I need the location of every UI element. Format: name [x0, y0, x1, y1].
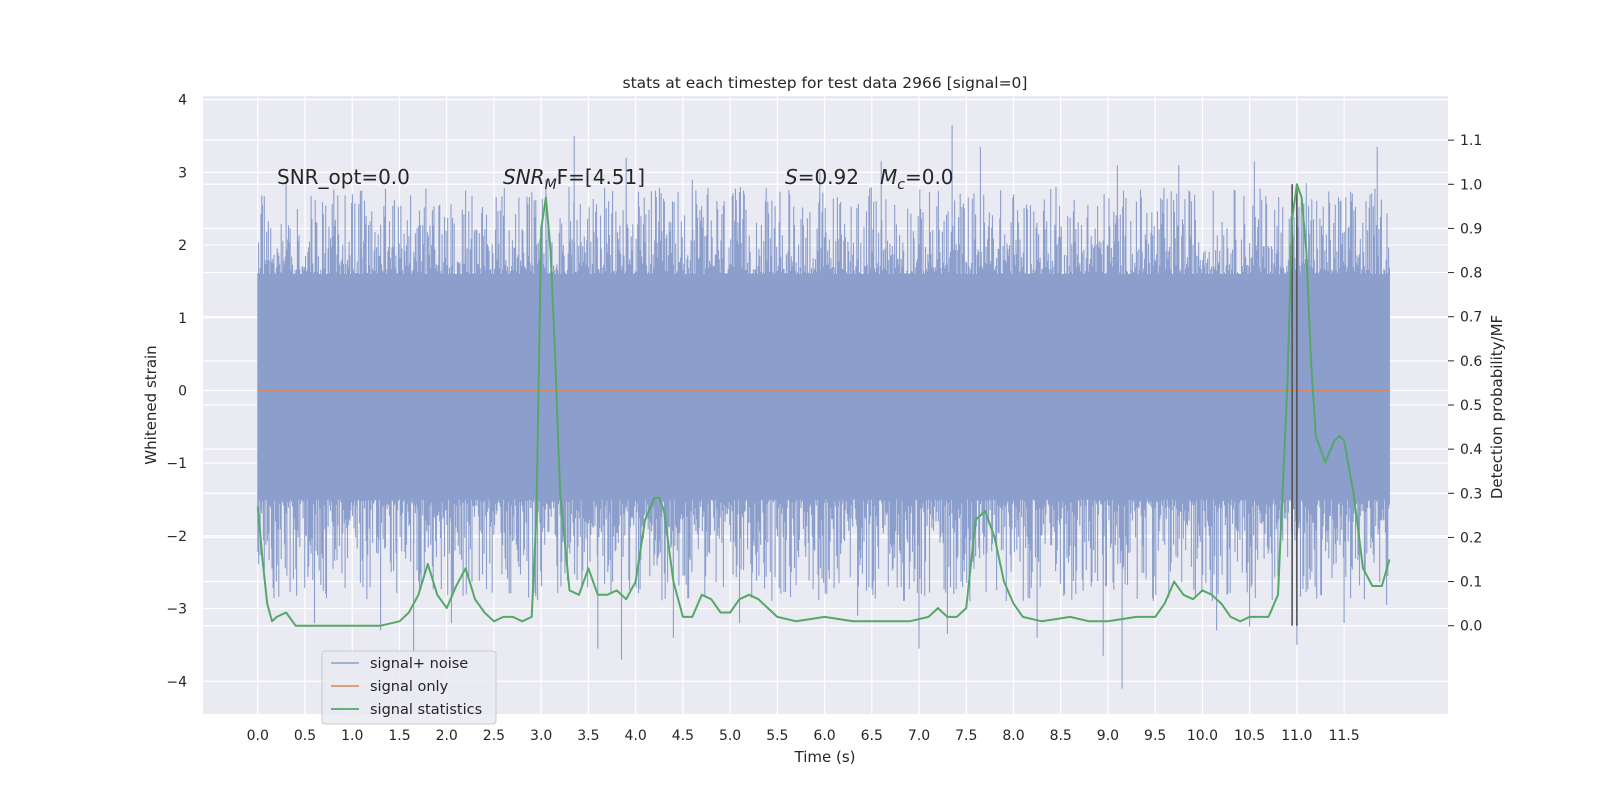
y-right-tick-label: 0.9: [1460, 221, 1482, 237]
vertical-markers: [1291, 184, 1298, 626]
annotation-mc-rest: =0.0: [905, 165, 954, 189]
x-axis-label: Time (s): [794, 748, 856, 766]
y-right-tick-label: 0.2: [1460, 530, 1482, 546]
legend-label-signal-only: signal only: [370, 679, 449, 695]
x-tick-label: 7.5: [955, 728, 977, 744]
x-tick-label: 5.5: [766, 728, 788, 744]
y-right-tick-label: 1.0: [1460, 177, 1482, 193]
y-right-tick-label: 0.3: [1460, 486, 1482, 502]
annotation-snr-opt: SNR_opt=0.0: [277, 165, 410, 189]
x-tick-label: 6.5: [861, 728, 883, 744]
y-right-axis-label: Detection probability/MF: [1488, 315, 1506, 499]
y-right-tick-label: 0.0: [1460, 619, 1482, 635]
x-tick-label: 3.0: [530, 728, 552, 744]
x-tick-label: 4.0: [624, 728, 646, 744]
x-tick-label: 2.0: [436, 728, 458, 744]
annotation-mc: Mc=0.0: [880, 165, 954, 193]
x-tick-label: 3.5: [577, 728, 599, 744]
x-tick-label: 0.0: [247, 728, 269, 744]
x-tick-label: 0.5: [294, 728, 316, 744]
series-signal-statistics: [256, 183, 1391, 627]
y-right-tick-label: 0.7: [1460, 310, 1482, 326]
legend-box: [321, 650, 497, 725]
annotation-snr-mf-sub: M: [545, 177, 557, 193]
x-tick-label: 9.5: [1144, 728, 1166, 744]
x-tick-label: 11.5: [1329, 728, 1360, 744]
y-left-tick-label: 0: [178, 383, 187, 399]
y-left-tick-label: −3: [166, 602, 187, 618]
y-left-axis-label: Whitened strain: [142, 345, 160, 464]
legend: signal+ noise signal only signal statist…: [321, 650, 497, 725]
y-left-tick-label: −4: [166, 674, 187, 690]
y-right-axis-ticks: 1.1 1.0 0.9 0.8 0.7 0.6 0.5 0.4 0.3 0.2 0.1 0.0: [1448, 133, 1482, 635]
x-tick-label: 1.0: [341, 728, 363, 744]
annotation-snr-mf-main: SNR: [503, 165, 545, 189]
x-tick-label: 6.0: [813, 728, 835, 744]
x-tick-label: 8.5: [1050, 728, 1072, 744]
x-tick-label: 10.5: [1234, 728, 1265, 744]
x-tick-label: 7.0: [908, 728, 930, 744]
annotation-s-main: S: [785, 165, 798, 189]
x-axis-ticks: 0.0 0.5 1.0 1.5 2.0 2.5 3.0 3.5 4.0 4.5 5.0 5.5 6.0 6…: [247, 728, 1360, 744]
y-left-tick-label: 1: [178, 311, 187, 327]
legend-label-signal-noise: signal+ noise: [370, 656, 468, 672]
y-right-tick-label: 1.1: [1460, 133, 1482, 149]
y-right-tick-label: 0.5: [1460, 398, 1482, 414]
annotation-s: S=0.92: [785, 165, 859, 189]
x-tick-label: 1.5: [388, 728, 410, 744]
annotation-mc-main: M: [880, 165, 897, 189]
y-left-axis-ticks: 4 3 2 1 0 −1 −2 −3 −4: [166, 93, 187, 691]
x-tick-label: 4.5: [672, 728, 694, 744]
signal-statistics-line: [256, 183, 1391, 627]
legend-label-signal-statistics: signal statistics: [370, 702, 482, 718]
y-left-tick-label: −2: [166, 529, 187, 545]
chart-title: stats at each timestep for test data 296…: [623, 74, 1028, 92]
y-left-tick-label: 2: [178, 238, 187, 254]
annotation-mc-sub: c: [897, 177, 905, 193]
annotation-snr-mf: SNRMF=[4.51]: [503, 165, 645, 193]
series-signal-noise: [257, 125, 1390, 689]
annotation-s-rest: =0.92: [798, 165, 859, 189]
x-tick-label: 10.0: [1187, 728, 1218, 744]
x-tick-label: 2.5: [483, 728, 505, 744]
y-right-tick-label: 0.4: [1460, 442, 1482, 458]
y-right-tick-label: 0.1: [1460, 575, 1482, 591]
y-right-tick-label: 0.8: [1460, 266, 1482, 282]
x-tick-label: 9.0: [1097, 728, 1119, 744]
y-left-tick-label: 3: [178, 165, 187, 181]
x-tick-label: 8.0: [1002, 728, 1024, 744]
y-left-tick-label: −1: [166, 456, 187, 472]
x-tick-label: 5.0: [719, 728, 741, 744]
y-left-tick-label: 4: [178, 93, 187, 109]
annotation-snr-mf-rest: F=[4.51]: [557, 165, 645, 189]
x-tick-label: 11.0: [1281, 728, 1312, 744]
y-right-tick-label: 0.6: [1460, 354, 1482, 370]
